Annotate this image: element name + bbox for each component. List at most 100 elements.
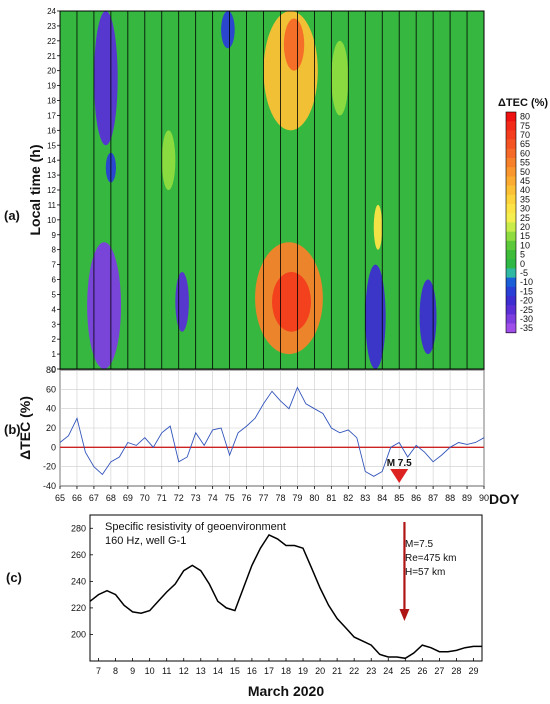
colorbar-swatch: [506, 112, 516, 122]
colorbar-swatch: [506, 250, 516, 260]
colorbar-tick-label: 15: [520, 231, 530, 241]
heatmap-region: [373, 204, 383, 250]
heatmap-y-tick-label: 8: [52, 246, 57, 255]
colorbar-swatch: [506, 240, 516, 251]
colorbar-tick-label: 20: [520, 222, 530, 232]
heatmap-region: [87, 242, 122, 369]
colorbar-tick-label: 10: [520, 240, 530, 250]
march-tick-label: 10: [145, 666, 155, 676]
colorbar-frame: [505, 111, 517, 334]
colorbar-swatch: [506, 148, 516, 159]
event-param-distance: Re=475 km: [405, 553, 456, 564]
colorbar-tick-label: 55: [520, 158, 530, 168]
colorbar-tick-label: 35: [520, 194, 530, 204]
colorbar-swatch: [506, 286, 516, 297]
doy-tick-label: 73: [191, 493, 201, 503]
resistivity-series-line: [89, 533, 482, 660]
heatmap-y-tick-label: 6: [52, 276, 57, 285]
march-tick-label: 29: [468, 666, 478, 676]
colorbar-swatch: [506, 314, 516, 324]
event-param-depth: H=57 km: [405, 567, 445, 578]
resistivity-y-tick-label: 260: [71, 550, 86, 560]
doy-tick-label: 67: [89, 493, 99, 503]
heatmap-y-tick-label: 17: [47, 111, 56, 120]
march-tick-label: 9: [130, 666, 135, 676]
heatmap-region: [221, 11, 235, 49]
event-arrowhead: [399, 609, 410, 621]
colorbar-swatch: [506, 323, 516, 334]
doy-tick-label: 70: [140, 493, 150, 503]
colorbar-tick-label: -25: [520, 305, 533, 315]
doy-tick-label: 89: [462, 493, 472, 503]
colorbar-tick-label: 40: [520, 185, 530, 195]
colorbar-swatch: [506, 277, 516, 288]
march-x-axis-title: March 2020: [248, 683, 324, 699]
colorbar-tick-label: -35: [520, 323, 533, 333]
colorbar-swatch: [506, 222, 516, 232]
colorbar-swatch: [506, 296, 516, 306]
tec-y-tick-label: 80: [46, 365, 56, 375]
panel-label-a: (a): [4, 208, 20, 223]
heatmap-y-tick-label: 15: [47, 141, 56, 150]
march-tick-label: 14: [213, 666, 223, 676]
heatmap-y-tick-label: 5: [52, 290, 57, 299]
tec-y-tick-label: 40: [46, 404, 56, 414]
doy-tick-label: 72: [174, 493, 184, 503]
colorbar-tick-label: -15: [520, 286, 533, 296]
heatmap-region: [175, 272, 189, 332]
line-plot-area-c: [89, 514, 483, 662]
doy-tick-label: 79: [292, 493, 302, 503]
march-tick-label: 21: [332, 666, 342, 676]
colorbar-tick-label: 75: [520, 121, 530, 131]
heatmap-y-tick-label: 19: [47, 82, 56, 91]
tec-line-panel: 80 60 40 20 0 -20 -40 65 66 67 68 69 70 71 72 73 74 75 76…: [4, 365, 520, 507]
heatmap-region: [331, 40, 349, 116]
colorbar-swatch: [506, 194, 516, 205]
march-tick-label: 19: [298, 666, 308, 676]
colorbar-swatch: [506, 268, 516, 278]
doy-tick-label: 66: [72, 493, 82, 503]
tec-y-tick-label: 60: [46, 384, 56, 394]
colorbar-swatch: [506, 158, 516, 168]
heatmap-region: [93, 11, 118, 146]
heatmap-y-tick-label: 0: [52, 365, 57, 374]
colorbar-tick-label: 65: [520, 139, 530, 149]
march-tick-label: 28: [451, 666, 461, 676]
heatmap-y-tick-label: 18: [47, 97, 56, 106]
heatmap-y-tick-label: 23: [47, 22, 56, 31]
earthquake-marker-label: M 7.5: [387, 458, 412, 469]
march-tick-label: 27: [434, 666, 444, 676]
tec-y-axis-title: ΔTEC (%): [17, 396, 33, 460]
heatmap-y-tick-label: 1: [52, 350, 57, 359]
march-tick-label: 15: [230, 666, 240, 676]
doy-x-axis-title: DOY: [489, 491, 520, 507]
doy-tick-label: 80: [309, 493, 319, 503]
colorbar-swatch: [506, 167, 516, 177]
doy-tick-label: 76: [242, 493, 252, 503]
march-tick-label: 13: [196, 666, 206, 676]
doy-tick-label: 68: [106, 493, 116, 503]
tec-y-ticks: 80 60 40 20 0 -20 -40: [43, 365, 56, 491]
colorbar-swatch: [506, 121, 516, 131]
heatmap-regions: [87, 11, 437, 369]
march-tick-label: 24: [383, 666, 393, 676]
colorbar-swatch: [506, 259, 516, 269]
heatmap-region: [283, 18, 305, 71]
doy-tick-label: 69: [123, 493, 133, 503]
march-tick-label: 25: [400, 666, 410, 676]
colorbar-tick-label: 30: [520, 204, 530, 214]
colorbar-tick-label: 50: [520, 167, 530, 177]
tec-y-tick-label: -20: [43, 462, 56, 472]
march-tick-label: 26: [417, 666, 427, 676]
heatmap-y-tick-label: 21: [47, 52, 56, 61]
doy-tick-label: 75: [225, 493, 235, 503]
march-tick-label: 16: [247, 666, 257, 676]
heatmap-y-tick-label: 10: [47, 216, 56, 225]
heatmap-y-tick-label: 2: [52, 335, 57, 344]
colorbar-tick-label: -20: [520, 296, 533, 306]
colorbar-tick-label: 60: [520, 148, 530, 158]
heatmap-y-tick-label: 16: [47, 126, 56, 135]
heatmap-region: [161, 130, 176, 191]
doy-tick-label: 81: [326, 493, 336, 503]
colorbar-title: ΔTEC (%): [498, 97, 548, 109]
